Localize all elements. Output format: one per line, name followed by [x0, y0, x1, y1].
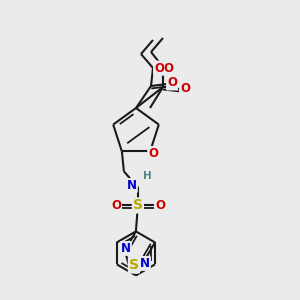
Text: N: N: [121, 242, 131, 255]
Text: N: N: [140, 257, 150, 270]
Text: N: N: [127, 179, 137, 192]
Text: S: S: [129, 259, 139, 272]
Text: O: O: [111, 199, 121, 212]
Text: O: O: [167, 76, 177, 89]
Text: O: O: [154, 61, 164, 74]
Text: H: H: [143, 171, 152, 182]
Text: O: O: [163, 61, 173, 74]
Text: O: O: [148, 147, 158, 160]
Text: S: S: [133, 198, 143, 212]
Text: O: O: [180, 82, 190, 95]
Text: O: O: [155, 199, 165, 212]
